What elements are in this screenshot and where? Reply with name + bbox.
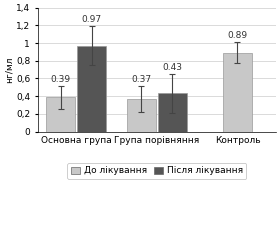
- Text: 0.39: 0.39: [51, 75, 71, 84]
- Text: 0.89: 0.89: [227, 31, 248, 40]
- Bar: [46, 97, 75, 132]
- Bar: [127, 99, 156, 132]
- Text: 0.97: 0.97: [81, 15, 102, 24]
- Bar: [223, 53, 252, 132]
- Y-axis label: нг/мл: нг/мл: [4, 56, 13, 83]
- Legend: До лікування, Після лікування: До лікування, Після лікування: [67, 163, 246, 179]
- Text: 0.37: 0.37: [131, 75, 151, 84]
- Bar: [158, 94, 187, 132]
- Bar: [77, 46, 106, 132]
- Text: 0.43: 0.43: [162, 63, 182, 72]
